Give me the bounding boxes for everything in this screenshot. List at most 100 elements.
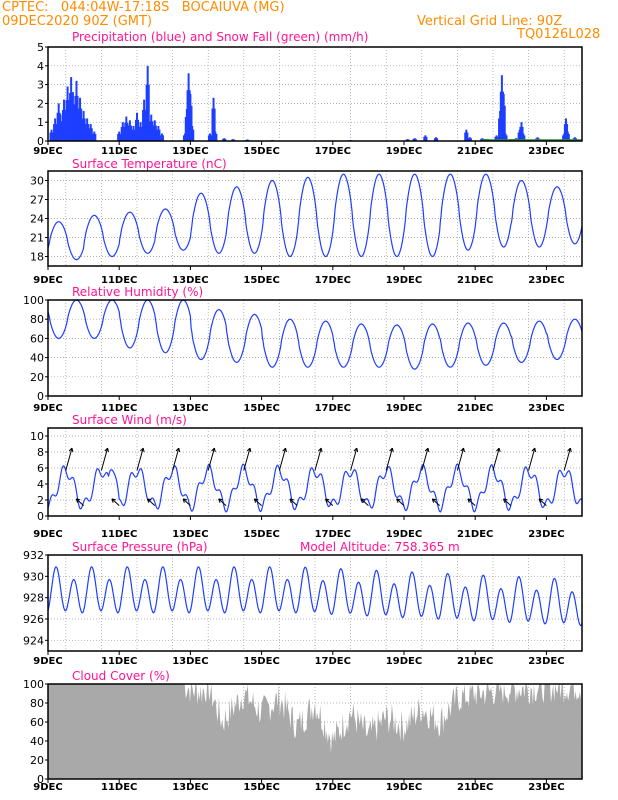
wind-arrow-head — [285, 448, 287, 453]
precip-bar — [139, 122, 142, 141]
precip-bar — [146, 65, 149, 141]
wind-arrow-head — [391, 448, 394, 453]
precip-bar — [129, 125, 132, 141]
precip-bar — [133, 129, 136, 141]
precip-bar — [51, 132, 54, 141]
wind-arrow — [350, 448, 358, 471]
wind-arrow — [182, 498, 191, 506]
wind-arrow-head — [467, 498, 470, 503]
y-tick-label: 18 — [30, 251, 44, 264]
panel-frame — [47, 427, 583, 517]
precip-bar — [504, 133, 507, 141]
x-tick-label: 17DEC — [315, 275, 351, 286]
y-tick-label: 10 — [30, 430, 44, 443]
precip-bar — [517, 132, 520, 141]
wind-arrow-head — [503, 498, 508, 501]
wind-arrow-head — [249, 448, 252, 453]
precip-bar — [189, 94, 192, 141]
precip-bar — [121, 122, 124, 141]
precip-bar — [210, 135, 213, 141]
wind-arrow-head — [142, 448, 145, 453]
precip-bar — [87, 124, 90, 141]
precip-bar — [503, 105, 506, 141]
panel-title: Surface Temperature (nC) — [72, 157, 227, 171]
y-tick-label: 930 — [23, 570, 44, 583]
precip-bar — [79, 97, 82, 141]
precip-bar — [145, 84, 148, 141]
precip-bar — [502, 94, 505, 141]
wind-arrow — [65, 448, 73, 471]
precip-bar — [424, 135, 427, 141]
x-tick-label: 9DEC — [33, 146, 62, 157]
panel-frame — [47, 170, 583, 267]
wind-arrow-head — [254, 498, 259, 501]
precip-bar — [124, 122, 127, 141]
y-tick-label: 40 — [30, 735, 44, 748]
precip-bar — [82, 110, 85, 141]
wind-arrow — [467, 498, 476, 506]
wind-arrow — [360, 498, 369, 506]
wind-arrow — [172, 448, 180, 471]
x-tick-label: 19DEC — [386, 656, 422, 667]
precip-bar — [70, 104, 73, 141]
wind-arrow-head — [178, 448, 181, 453]
wind-arrow-head — [432, 498, 437, 501]
humidity-line — [47, 299, 583, 370]
precip-bar — [159, 135, 162, 141]
y-tick-label: 60 — [30, 332, 44, 345]
x-tick-label: 19DEC — [386, 782, 422, 793]
precip-bar — [50, 129, 53, 141]
precip-bar — [414, 138, 417, 141]
precip-bar — [519, 126, 522, 141]
precip-bar — [213, 108, 216, 141]
x-tick-label: 15DEC — [243, 529, 279, 540]
x-tick-label: 23DEC — [528, 656, 564, 667]
y-tick-label: 27 — [30, 194, 44, 207]
panel-title: Surface Pressure (hPa) — [72, 540, 208, 554]
precip-bar — [153, 120, 156, 141]
wind-arrow — [325, 498, 334, 506]
wind-arrow-head — [318, 447, 322, 452]
y-tick-label: 24 — [30, 213, 44, 226]
precip-bar — [469, 138, 472, 141]
precip-bar — [212, 97, 215, 141]
panel-title: Surface Wind (m/s) — [72, 413, 187, 427]
wind-arrow — [111, 498, 120, 506]
temperature-line — [47, 173, 583, 261]
precip-bar — [494, 136, 497, 141]
wind-arrow-head — [431, 498, 435, 503]
precip-bar — [83, 118, 86, 141]
precip-bar — [94, 133, 97, 141]
precip-bar — [125, 116, 128, 141]
wind-arrow-head — [360, 498, 363, 503]
wind-arrow — [528, 448, 536, 471]
precip-bar — [464, 132, 467, 141]
precip-bar — [74, 95, 77, 141]
precip-bar — [215, 133, 218, 141]
wind-arrow — [456, 448, 465, 471]
precip-bar — [213, 133, 216, 141]
y-tick-label: 6 — [37, 462, 44, 475]
y-tick-label: 928 — [23, 592, 44, 605]
wind-arrow-head — [427, 448, 430, 453]
x-tick-label: 11DEC — [101, 656, 137, 667]
wind-arrow-head — [569, 448, 572, 453]
precip-bar — [64, 109, 67, 141]
y-tick-label: 4 — [37, 478, 44, 491]
x-tick-label: 19DEC — [386, 403, 422, 414]
precip-bar — [142, 109, 145, 141]
y-tick-label: 80 — [30, 313, 44, 326]
precip-bar — [498, 118, 501, 141]
panel-frame — [47, 299, 583, 397]
precip-bar — [423, 136, 426, 141]
precip-bar — [55, 124, 58, 141]
y-tick-label: 60 — [30, 716, 44, 729]
precip-bar — [65, 100, 68, 141]
precip-bar — [433, 138, 436, 141]
precip-bar — [53, 124, 56, 141]
wind-arrow-head — [424, 447, 429, 452]
panel-title: Relative Humidity (%) — [72, 285, 203, 299]
wind-arrow-head — [182, 498, 185, 503]
y-tick-label: 0 — [37, 773, 44, 786]
